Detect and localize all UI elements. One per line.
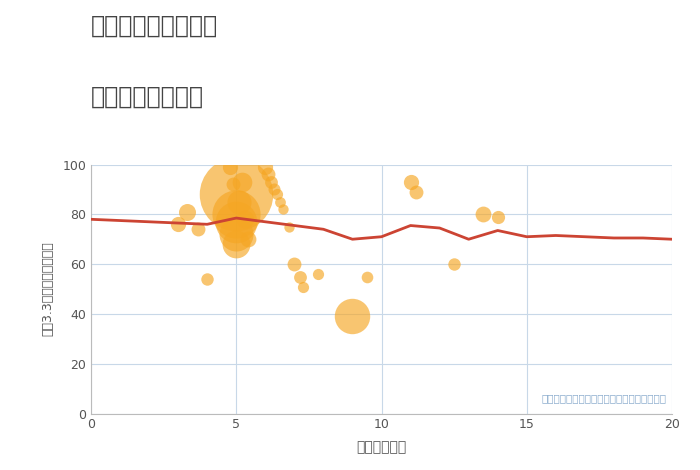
- Point: [268, 186, 279, 193]
- Y-axis label: 平（3.3㎡）単価（万円）: 平（3.3㎡）単価（万円）: [41, 242, 54, 337]
- Text: 愛知県名城公園駅の: 愛知県名城公園駅の: [91, 14, 218, 38]
- Point: [477, 211, 489, 218]
- Point: [283, 223, 294, 230]
- Point: [181, 208, 193, 216]
- Point: [262, 171, 274, 178]
- Point: [228, 180, 239, 188]
- Point: [260, 163, 271, 171]
- Text: 円の大きさは、取引のあった物件面積を示す: 円の大きさは、取引のあった物件面積を示す: [541, 394, 666, 404]
- Point: [272, 191, 283, 198]
- Point: [231, 211, 242, 218]
- Point: [231, 230, 242, 238]
- Point: [242, 235, 253, 243]
- Point: [312, 270, 323, 278]
- Point: [172, 220, 183, 228]
- Point: [298, 283, 309, 290]
- Point: [449, 260, 460, 268]
- Point: [234, 198, 245, 206]
- Point: [231, 191, 242, 198]
- Point: [411, 188, 422, 196]
- Point: [492, 213, 503, 220]
- Point: [237, 178, 248, 186]
- X-axis label: 駅距離（分）: 駅距離（分）: [356, 440, 407, 454]
- Point: [405, 178, 416, 186]
- Point: [231, 241, 242, 248]
- Point: [193, 226, 204, 233]
- Point: [361, 273, 372, 280]
- Point: [289, 260, 300, 268]
- Text: 駅距離別土地価格: 駅距離別土地価格: [91, 85, 204, 109]
- Point: [277, 205, 288, 213]
- Point: [239, 216, 251, 223]
- Point: [346, 313, 358, 320]
- Point: [265, 178, 276, 186]
- Point: [274, 198, 286, 206]
- Point: [231, 218, 242, 226]
- Point: [225, 163, 236, 171]
- Point: [295, 273, 306, 280]
- Point: [202, 275, 213, 283]
